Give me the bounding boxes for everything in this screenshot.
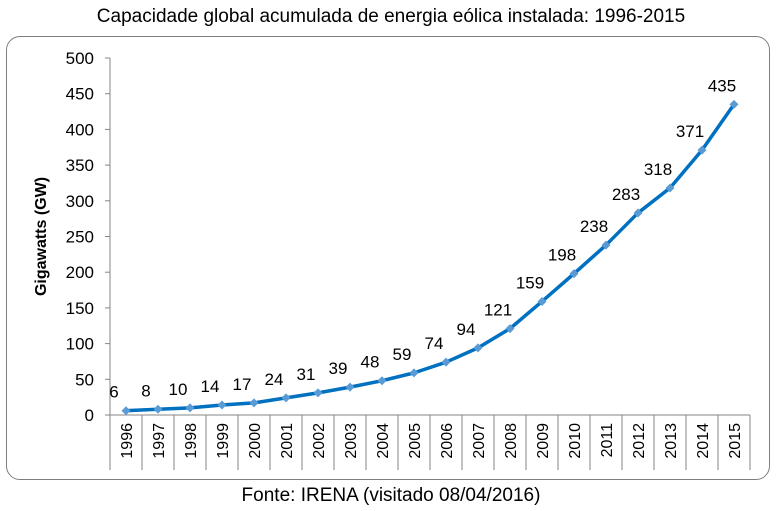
x-tick-label: 2000 <box>247 423 264 459</box>
x-tick-label: 2010 <box>567 423 584 459</box>
x-tick-label: 2015 <box>727 423 744 459</box>
x-tick-label: 2009 <box>535 423 552 459</box>
x-tick-label: 2004 <box>375 423 392 459</box>
data-label: 39 <box>329 359 348 378</box>
data-label: 24 <box>265 370 284 389</box>
y-tick-label: 400 <box>66 120 94 139</box>
data-label: 371 <box>676 122 704 141</box>
data-label: 159 <box>516 273 544 292</box>
data-label: 318 <box>644 160 672 179</box>
x-tick-label: 2001 <box>279 423 296 459</box>
y-tick-label: 200 <box>66 263 94 282</box>
data-label: 283 <box>612 185 640 204</box>
y-tick-label: 500 <box>66 49 94 68</box>
data-point <box>505 324 515 334</box>
x-tick-label: 2014 <box>695 423 712 459</box>
data-label: 8 <box>141 381 150 400</box>
data-label: 121 <box>484 301 512 320</box>
data-label: 435 <box>708 76 736 95</box>
data-point <box>473 343 483 353</box>
series-line <box>124 102 736 413</box>
y-tick-label: 450 <box>66 85 94 104</box>
data-point <box>409 368 419 378</box>
data-label: 94 <box>457 320 476 339</box>
y-tick-label: 50 <box>75 370 94 389</box>
data-label: 238 <box>580 217 608 236</box>
x-tick-label: 1999 <box>215 423 232 459</box>
data-label: 59 <box>393 345 412 364</box>
data-point <box>633 208 643 218</box>
source-note: Fonte: IRENA (visitado 08/04/2016) <box>241 485 541 506</box>
data-point <box>569 269 579 279</box>
data-label: 14 <box>201 377 220 396</box>
data-label: 6 <box>109 383 118 402</box>
y-tick-label: 100 <box>66 335 94 354</box>
x-tick-label: 2011 <box>599 423 616 458</box>
y-tick-label: 300 <box>66 192 94 211</box>
x-tick-label: 1998 <box>183 423 200 459</box>
chart-title: Capacidade global acumulada de energia e… <box>96 6 686 27</box>
data-point <box>441 357 451 367</box>
data-label: 48 <box>361 353 380 372</box>
y-tick-label: 0 <box>85 406 94 425</box>
x-tick-label: 2008 <box>503 423 520 459</box>
x-tick-label: 2005 <box>407 423 424 459</box>
x-tick-label: 1996 <box>119 423 136 459</box>
y-tick-label: 150 <box>66 299 94 318</box>
data-point <box>313 388 323 398</box>
data-point <box>537 296 547 306</box>
x-tick-label: 2003 <box>343 423 360 459</box>
data-point <box>185 403 195 413</box>
data-point <box>377 376 387 386</box>
x-tick-label: 2002 <box>311 423 328 459</box>
y-tick-label: 250 <box>66 228 94 247</box>
x-tick-label: 2012 <box>631 423 648 459</box>
data-label: 31 <box>297 365 316 384</box>
x-tick-label: 2007 <box>471 423 488 459</box>
x-tick-label: 2013 <box>663 423 680 459</box>
y-tick-label: 350 <box>66 156 94 175</box>
data-point <box>217 400 227 410</box>
data-point <box>249 398 259 408</box>
y-axis-title: Gigawatts (GW) <box>33 177 50 296</box>
x-tick-label: 1997 <box>151 423 168 459</box>
data-point <box>697 145 707 155</box>
data-point <box>153 404 163 414</box>
data-point <box>281 393 291 403</box>
data-point <box>729 99 739 109</box>
data-label: 74 <box>425 334 444 353</box>
data-point <box>601 240 611 250</box>
data-point <box>665 183 675 193</box>
data-label: 10 <box>169 380 188 399</box>
data-label: 17 <box>233 375 252 394</box>
x-tick-label: 2006 <box>439 423 456 459</box>
data-point <box>345 382 355 392</box>
data-label: 198 <box>548 246 576 265</box>
data-point <box>121 406 131 416</box>
chart-frame <box>6 36 770 480</box>
